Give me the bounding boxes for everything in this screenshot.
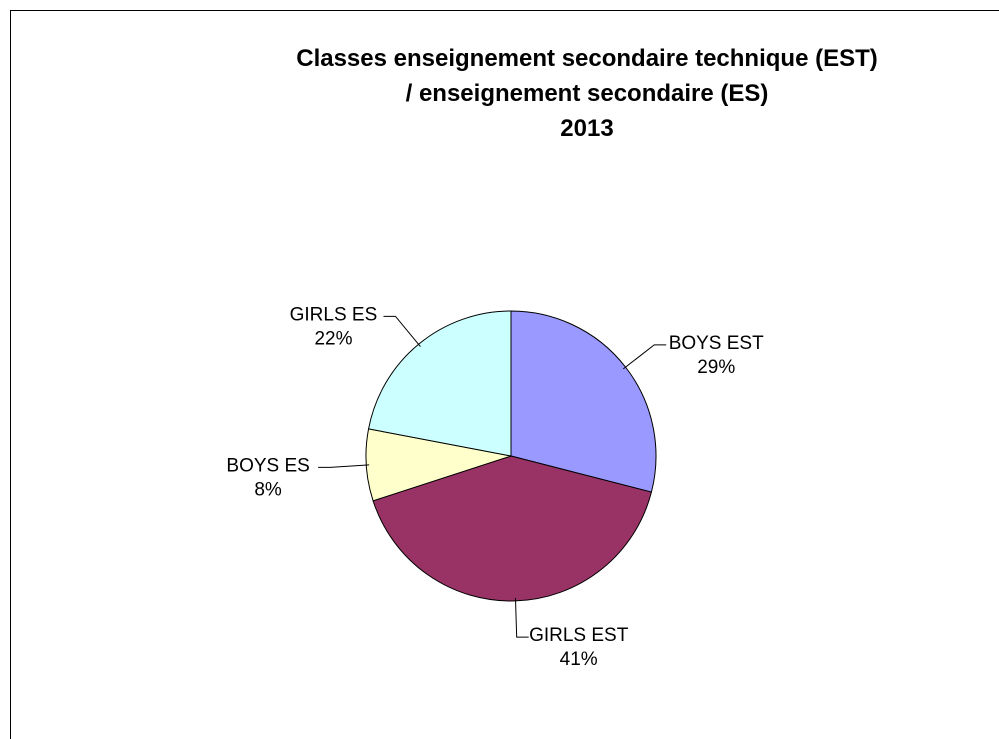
slice-label: GIRLS ES <box>290 304 378 325</box>
slice-label: GIRLS EST <box>529 625 629 646</box>
slice-value-label: 8% <box>254 479 282 500</box>
chart-title: 2013 <box>560 115 613 142</box>
leader-line <box>514 598 529 638</box>
chart-title: / enseignement secondaire (ES) <box>406 80 769 107</box>
slice-label: BOYS EST <box>669 333 764 354</box>
slice-value-label: 22% <box>314 328 352 349</box>
slice-label: BOYS ES <box>226 455 309 476</box>
slice-value-label: 41% <box>560 649 598 670</box>
leader-line <box>318 464 370 468</box>
leader-line <box>383 315 421 347</box>
chart-title: Classes enseignement secondaire techniqu… <box>296 45 878 72</box>
slice-value-label: 29% <box>697 357 735 378</box>
leader-line <box>622 344 667 370</box>
